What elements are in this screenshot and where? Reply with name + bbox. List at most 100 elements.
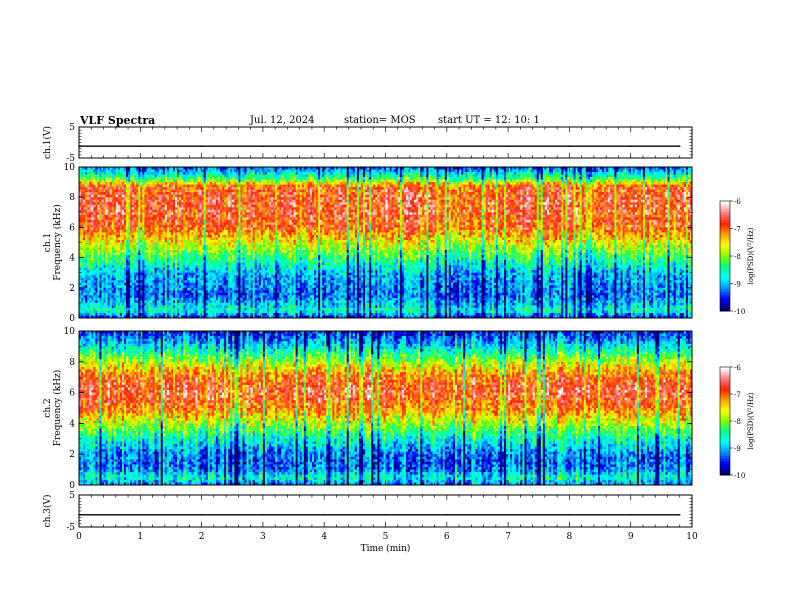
ch1-spectrogram-cell [504, 182, 507, 186]
ch1-spectrogram-cell [512, 174, 515, 178]
ch1-spectrogram-cell [144, 172, 147, 175]
ch1-spectrogram-cell [363, 177, 366, 180]
ch1-spectrogram-cell [158, 169, 162, 173]
ch1-spectrogram-cell [93, 177, 96, 180]
ch1-spectrogram-cell [616, 182, 619, 186]
ch1-spectrogram-cell [299, 167, 303, 170]
ch1-spectrogram-cell [426, 172, 429, 175]
ch1-spectrogram-cell [583, 177, 587, 180]
ch1-spectrogram-cell [123, 179, 127, 183]
start-time-label: start UT = 12: 10: 1 [438, 115, 540, 126]
ch1-spectrogram-cell [642, 172, 646, 175]
ch1-spectrogram-cell [130, 174, 133, 178]
ch1-spectrogram-cell [587, 179, 591, 183]
ch1-spectrogram-cell [436, 182, 440, 186]
ch1-spectrogram-cell [685, 182, 689, 186]
ch1-spectrogram-cell [561, 179, 564, 183]
ch1-spectrogram-cell [179, 174, 182, 178]
ch1-spectrogram-cell [301, 179, 305, 183]
ch1-spectrogram-cell [454, 172, 458, 175]
ch1-spectrogram-cell [651, 182, 654, 186]
ch1-spectrogram-cell [647, 167, 650, 170]
ch1-spectrogram-cell [187, 177, 190, 180]
ch1-spectrogram-cell [473, 179, 476, 183]
ch1-spectrogram-cell [589, 172, 593, 175]
ch1-spectrogram-cell [264, 167, 268, 170]
ch1-spectrogram-cell [420, 182, 423, 186]
ch1-spectrogram-cell [567, 174, 570, 178]
ch1-spectrogram-cell [428, 179, 431, 183]
ch1-spectrogram-cell [681, 169, 685, 173]
ch1-spectrogram-cell [579, 177, 583, 180]
ch1-spectrogram-cell [561, 174, 564, 178]
ch1-spectrogram-cell [655, 169, 658, 173]
ch1-spectrogram-cell [138, 177, 141, 180]
ch1-spectrogram-cell [640, 169, 644, 173]
ch1-spectrogram-cell [123, 172, 127, 175]
ch1-spectrogram-cell [647, 182, 650, 186]
ch1-spectrogram-cell [459, 174, 462, 178]
ch1-spectrogram-cell [244, 172, 247, 175]
ch1-spectrogram-cell [667, 179, 670, 183]
ch1-spectrogram-cell [579, 167, 583, 170]
ch1-spectrogram-cell [581, 179, 585, 183]
ch1-spectrogram-cell [616, 167, 619, 170]
ch1-spectrogram-cell [614, 174, 617, 178]
ch1-spectrogram-cell [553, 177, 556, 180]
ch1-spectrogram-cell [97, 174, 100, 178]
ch1-spectrogram-cell [230, 167, 233, 170]
ch1-spectrogram-cell [645, 172, 648, 175]
ch1-spectrogram-cell [199, 169, 202, 173]
ch1-spectrogram-cell [230, 172, 233, 175]
ch1-spectrogram-cell [313, 169, 317, 173]
ch1-spectrogram-cell [175, 182, 178, 186]
ch1-spectrogram-cell [160, 172, 164, 175]
ch1-spectrogram-cell [334, 174, 337, 178]
ch1-spectrogram-cell [183, 169, 186, 173]
ch1-spectrogram-cell [440, 182, 444, 186]
ch1-spectrogram-cell [499, 182, 503, 186]
ch1-spectrogram-cell [387, 172, 390, 175]
ch1-spectrogram-cell [95, 179, 98, 183]
ch1-spectrogram-cell [356, 174, 360, 178]
ch1-spectrogram-cell [465, 172, 468, 175]
ch1-spectrogram-cell [275, 182, 278, 186]
ch1-spectrogram-cell [481, 172, 484, 175]
ch1-spectrogram-cell [83, 182, 86, 186]
ch1-spectrogram-cell [89, 177, 92, 180]
ch1-spectrogram-cell [481, 179, 484, 183]
ch1-spectrogram-cell [87, 179, 90, 183]
ch1-spectrogram-cell [211, 174, 215, 178]
ch1-spectrogram-cell [252, 182, 256, 186]
ch1-spectrogram-cell [279, 169, 282, 173]
ch1-spectrogram-cell [467, 177, 470, 180]
ch1-spectrogram-cell [600, 179, 603, 183]
ch1-spectrogram-cell [634, 174, 638, 178]
ch1-spectrogram-cell [183, 177, 186, 180]
ch1-spectrogram-cell [158, 179, 162, 183]
ch1-spectrogram-cell [87, 172, 90, 175]
ch1-spectrogram-cell [356, 177, 360, 180]
ch1-spectrogram-cell [123, 182, 127, 186]
ch1-spectrogram-cell [683, 167, 687, 170]
ch1-spectrogram-cell [128, 182, 131, 186]
ch1-spectrogram-cell [432, 179, 435, 183]
ch1-spectrogram-cell [197, 169, 200, 173]
ch1-spectrogram-cell [258, 182, 262, 186]
ch1-spectrogram-cell [657, 174, 660, 178]
ch1-spectrogram-cell [121, 177, 125, 180]
ch1-spectrogram-cell [669, 172, 672, 175]
ch1-spectrogram-cell [350, 177, 354, 180]
ch1-spectrogram-cell [671, 169, 675, 173]
ch1-spectrogram-cell [414, 169, 417, 173]
ch1-spectrogram-cell [324, 169, 327, 173]
ch1-spectrogram-cell [352, 182, 356, 186]
ch1-spectrogram-cell [232, 169, 235, 173]
ch1-spectrogram-cell [399, 167, 403, 170]
ch1-spectrogram-cell [389, 169, 393, 173]
ch1-spectrogram-cell [246, 167, 249, 170]
ch1-spectrogram-cell [608, 182, 611, 186]
ch1-spectrogram-cell [434, 167, 437, 170]
ch1-spectrogram-cell [559, 174, 562, 178]
ch1-spectrogram-cell [248, 174, 252, 178]
